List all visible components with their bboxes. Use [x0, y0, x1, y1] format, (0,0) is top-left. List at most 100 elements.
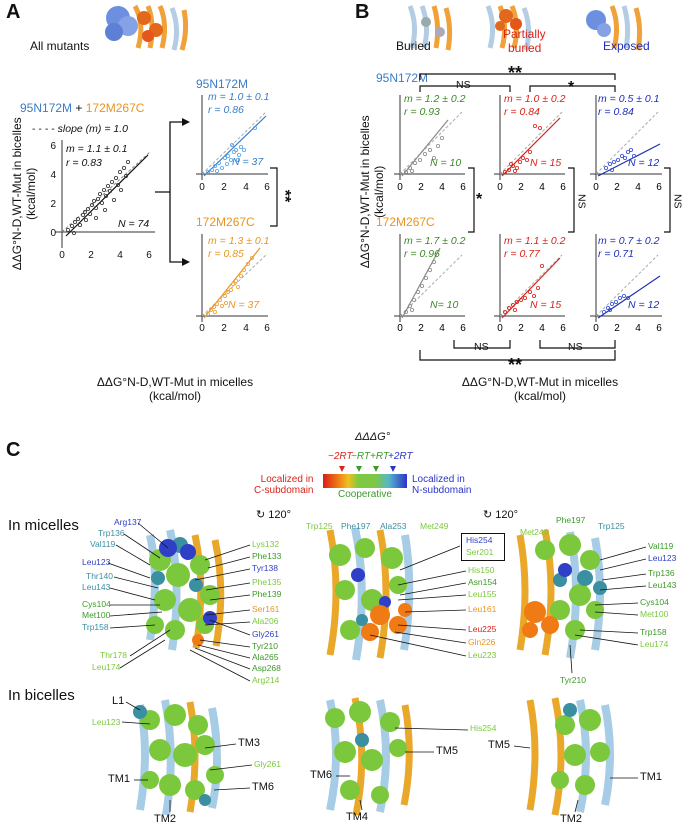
cb-right-l1: Localized in [412, 474, 465, 485]
b-row2-title: 172M267C [376, 215, 435, 229]
svg-text:4: 4 [243, 323, 249, 334]
a-bottom-title: 172M267C [196, 215, 255, 229]
m2-right-6: Leu223 [468, 650, 497, 660]
b-tm1-a: TM1 [108, 773, 130, 785]
b-plot-r1c3: 0 2 4 6 [590, 95, 662, 193]
m2-right-3: Leu161 [468, 604, 497, 614]
all-mutants-label: All mutants [30, 39, 90, 53]
cb-left-l1: Localized in [260, 474, 314, 485]
m1-left-2: Val119 [90, 539, 116, 549]
rotate-icon-1: ↻ [256, 509, 266, 521]
b-row1-title: 95N172M [376, 71, 429, 85]
rot2-text: 120° [495, 509, 519, 521]
a-bottom-m: m = 1.3 ± 0.1 [208, 235, 270, 247]
a-xtick-2: 2 [88, 250, 94, 261]
m2-box-1: Ser201 [466, 547, 494, 557]
cb-tick-prt: +RT [370, 451, 389, 462]
svg-text:4: 4 [635, 182, 641, 193]
bicelle-structure-2 [325, 697, 413, 816]
b-leu123: Leu123 [92, 717, 121, 727]
m1-left-4: Thr140 [86, 571, 113, 581]
m1-left-1: Trp136 [98, 528, 125, 538]
svg-text:2: 2 [518, 182, 524, 193]
svg-text:6: 6 [264, 182, 270, 193]
b-sig-bot-ns2: NS [568, 341, 583, 353]
m1-right-6: Ala206 [252, 616, 279, 626]
b-sig-top-ns: NS [456, 79, 471, 91]
rotate-icon-2: ↻ [483, 509, 493, 521]
svg-text:6: 6 [656, 323, 662, 334]
b-xlabel: ΔΔG°N-D,WT-Mut in micelles (kcal/mol) [430, 375, 650, 404]
svg-text:4: 4 [439, 182, 445, 193]
m1-left-10: Leu174 [92, 662, 121, 672]
m1-right-3: Phe135 [252, 577, 282, 587]
m1-left-5: Leu143 [82, 582, 111, 592]
b-sig-bot-dstar: ** [508, 355, 523, 375]
m2-box [461, 533, 505, 561]
m1-right-4: Phe139 [252, 589, 282, 599]
b-r1c3-r: r = 0.84 [598, 106, 634, 118]
m1-right-11: Arg214 [252, 675, 280, 685]
svg-text:0: 0 [397, 182, 403, 193]
b-l1: L1 [112, 695, 125, 707]
b-r1c2-n: N = 15 [530, 157, 562, 169]
svg-text:6: 6 [560, 323, 566, 334]
a-main-n: N = 74 [118, 218, 150, 230]
b-tm6-b: TM6 [310, 769, 332, 781]
b-tm4: TM4 [346, 811, 368, 823]
m3-right-0: Val119 [648, 541, 674, 551]
m1-right-1: Phe133 [252, 551, 282, 561]
slope-note-text: slope (m) = 1.0 [57, 123, 128, 135]
svg-text:4: 4 [243, 182, 249, 193]
m2-right-0: His150 [468, 565, 495, 575]
b-r1c1-m: m = 1.2 ± 0.2 [404, 93, 466, 105]
in-bicelles-label: In bicelles [8, 687, 75, 704]
b-r2c1-m: m = 1.7 ± 0.2 [404, 235, 466, 247]
svg-text:4: 4 [539, 323, 545, 334]
b-r1c1-r: r = 0.93 [404, 106, 440, 118]
b-r2c3-n: N = 12 [628, 299, 660, 311]
b-tm2-b: TM2 [560, 813, 582, 825]
rot1-text: 120° [268, 509, 292, 521]
b-r1c1-n: N = 10 [430, 157, 462, 169]
svg-text:6: 6 [656, 182, 662, 193]
a-main-r: r = 0.83 [66, 157, 102, 169]
svg-text:0: 0 [497, 323, 503, 334]
bicelle-structure-3 [526, 697, 614, 816]
b-r2c1-r: r = 0.96 [404, 248, 440, 260]
m2-top-2: Ala253 [380, 521, 407, 531]
b-tm3: TM3 [238, 737, 260, 749]
colorbar-title: ΔΔΔG° [355, 431, 391, 443]
svg-text:4: 4 [439, 323, 445, 334]
m1-right-2: Tyr138 [252, 563, 278, 573]
b-xlabel-l1: ΔΔG°N-D,WT-Mut in micelles [461, 375, 619, 389]
svg-text:2: 2 [221, 182, 227, 193]
title-orange: 172M267C [85, 101, 145, 115]
svg-text:0: 0 [593, 182, 599, 193]
a-top-title: 95N172M [196, 77, 249, 91]
b-plot-r1c2: 0 2 4 6 [494, 95, 566, 193]
b-tm2-a: TM2 [154, 813, 176, 825]
a-xlabel-l2: (kcal/mol) [148, 388, 201, 403]
a-xlabel: ΔΔG°N-D,WT-Mut in micelles (kcal/mol) [70, 375, 280, 404]
b-gly261: Gly261 [254, 759, 281, 769]
cb-left-label: Localized in C-subdomain [254, 474, 314, 496]
panel-b-letter: B [355, 1, 370, 23]
svg-text:4: 4 [635, 323, 641, 334]
svg-text:0: 0 [199, 323, 205, 334]
m3-right-4: Cys104 [640, 597, 669, 607]
svg-text:6: 6 [560, 182, 566, 193]
svg-text:0: 0 [397, 323, 403, 334]
a-ytick-2: 2 [50, 199, 56, 210]
m3-right-6: Trp158 [640, 627, 667, 637]
svg-text:2: 2 [418, 182, 424, 193]
m2-right-2: Leu155 [468, 589, 497, 599]
a-ytick-4: 4 [50, 170, 56, 181]
m3-right-1: Leu123 [648, 553, 677, 563]
